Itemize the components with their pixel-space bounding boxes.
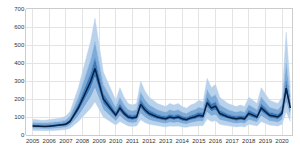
svg-text:2020: 2020: [275, 138, 289, 144]
svg-text:2008: 2008: [76, 138, 90, 144]
svg-text:2013: 2013: [159, 138, 173, 144]
svg-text:700: 700: [14, 6, 25, 12]
svg-text:0: 0: [21, 132, 25, 138]
svg-text:2016: 2016: [209, 138, 223, 144]
svg-text:2017: 2017: [225, 138, 239, 144]
svg-text:600: 600: [14, 24, 25, 30]
svg-text:2009: 2009: [92, 138, 106, 144]
svg-text:2005: 2005: [26, 138, 40, 144]
svg-text:200: 200: [14, 96, 25, 102]
svg-text:2019: 2019: [259, 138, 273, 144]
svg-text:400: 400: [14, 60, 25, 66]
svg-text:500: 500: [14, 42, 25, 48]
svg-text:2011: 2011: [126, 138, 140, 144]
svg-text:2007: 2007: [59, 138, 73, 144]
svg-text:2014: 2014: [176, 138, 190, 144]
svg-text:2006: 2006: [43, 138, 57, 144]
svg-text:300: 300: [14, 78, 25, 84]
svg-text:2015: 2015: [192, 138, 206, 144]
svg-text:2012: 2012: [142, 138, 156, 144]
svg-text:2018: 2018: [242, 138, 256, 144]
svg-text:2010: 2010: [109, 138, 123, 144]
svg-text:100: 100: [14, 114, 25, 120]
